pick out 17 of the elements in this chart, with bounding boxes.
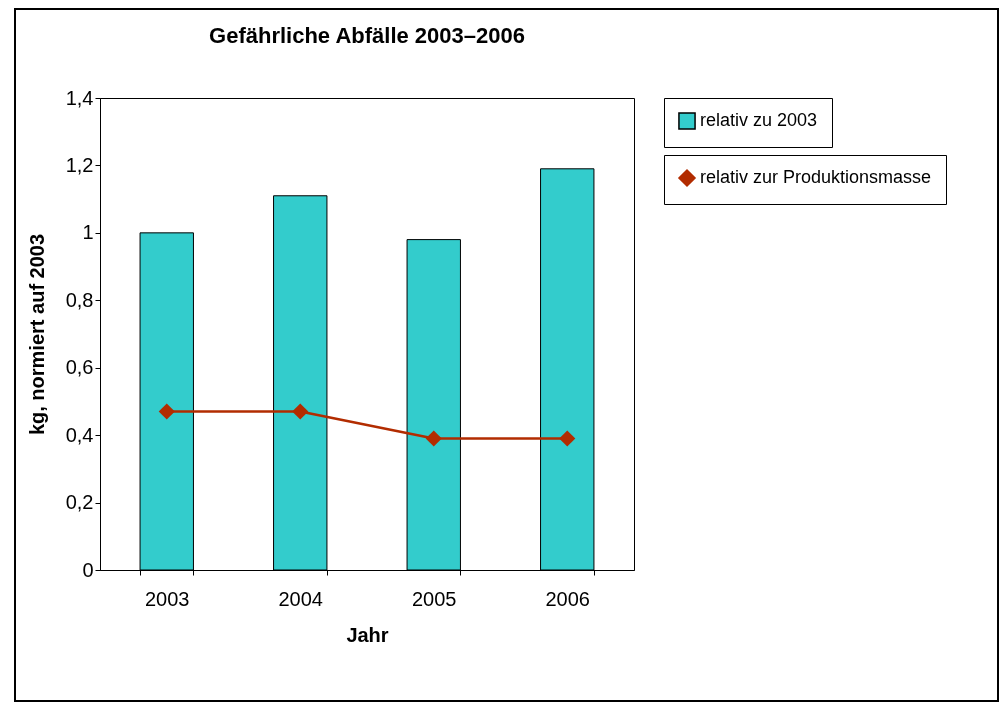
y-tick-label: 0,2: [65, 491, 94, 514]
y-tick-label: 1,2: [65, 153, 94, 176]
y-tick-label: 1,4: [65, 86, 94, 109]
x-tick-label: 2004: [278, 587, 323, 610]
y-tick-label: 0,6: [65, 356, 94, 379]
x-tick-label: 2005: [412, 587, 457, 610]
x-tick-label: 2003: [145, 587, 190, 610]
y-tick-label: 0,4: [65, 423, 94, 446]
x-axis-title: Jahr: [346, 623, 389, 646]
legend-label: relativ zur Produktionsmasse: [700, 167, 932, 187]
x-tick-label: 2006: [545, 587, 590, 610]
y-tick-label: 0: [82, 558, 94, 581]
y-tick-label: 0,8: [65, 288, 94, 311]
y-axis-title: kg, normiert auf 2003: [25, 233, 48, 436]
chart-title: Gefährliche Abfälle 2003–2006: [209, 23, 525, 48]
legend-label: relativ zu 2003: [700, 110, 818, 130]
y-tick-label: 1: [82, 221, 94, 244]
